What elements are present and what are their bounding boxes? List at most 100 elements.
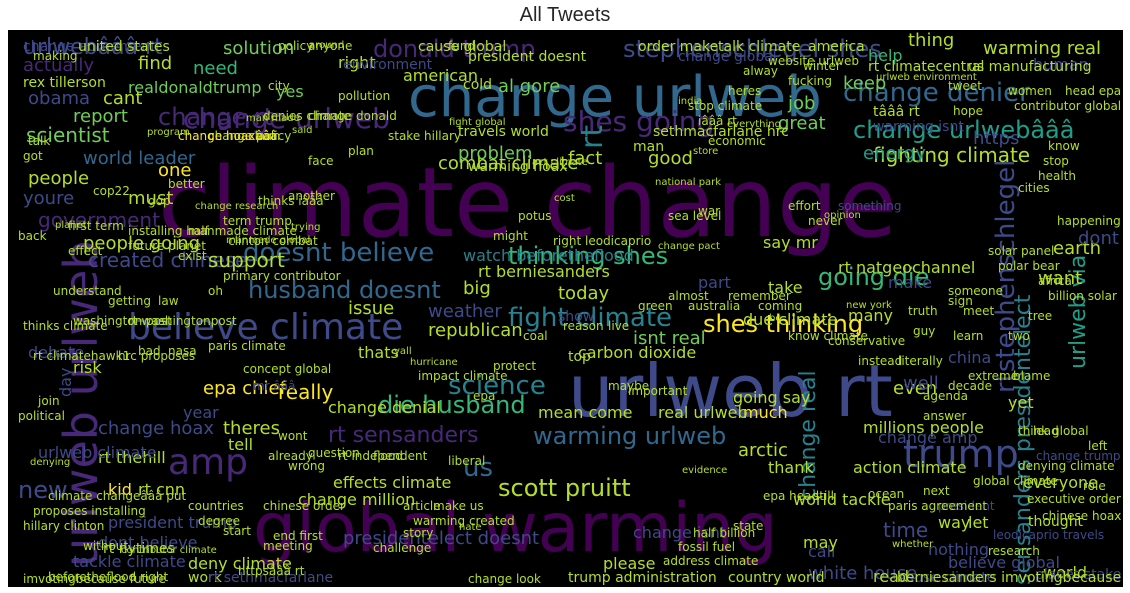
cloud-word: change urlwebâââ <box>853 116 1075 144</box>
cloud-word: youre <box>23 188 75 209</box>
cloud-word: believe climate <box>128 307 404 348</box>
cloud-word: installing half <box>128 224 209 238</box>
cloud-word: washington post <box>73 314 172 328</box>
cloud-word: start <box>223 524 251 538</box>
cloud-word: state <box>733 519 764 533</box>
cloud-word: two <box>1008 329 1030 343</box>
cloud-word: degree <box>198 514 241 528</box>
cloud-word: today <box>558 283 610 304</box>
cloud-word: agenda <box>923 389 968 403</box>
cloud-word: around <box>309 40 345 51</box>
cloud-word: make <box>888 273 932 292</box>
cloud-word: women <box>1008 84 1052 98</box>
cloud-word: good <box>648 148 693 169</box>
word-cloud: climate change global warming urlweb rt cha… <box>8 30 1123 587</box>
cloud-word: great <box>778 113 826 134</box>
cloud-word: learn <box>953 329 984 343</box>
cloud-word: reason <box>563 319 604 333</box>
cloud-word: must <box>128 188 174 209</box>
cloud-word: program <box>147 127 190 138</box>
cloud-word: right leodicaprio <box>553 234 652 248</box>
cloud-word: proposes installing <box>33 504 146 518</box>
cloud-word: trump administration <box>568 570 717 586</box>
cloud-word: cost <box>554 193 575 204</box>
cloud-word: truth <box>908 304 938 318</box>
cloud-word: report <box>73 106 128 127</box>
cloud-word: cause climate <box>898 570 996 586</box>
cloud-word: stop climate <box>688 99 763 113</box>
cloud-word: scott pruitt <box>498 474 631 502</box>
cloud-word: sign <box>948 294 973 308</box>
cloud-word: join <box>38 394 60 408</box>
cloud-word: fossil fuel <box>678 540 736 554</box>
cloud-word: top <box>568 349 591 365</box>
cloud-word: national park <box>655 177 722 188</box>
cloud-word: australia <box>688 299 741 313</box>
cloud-word: job <box>788 93 816 114</box>
cloud-word: winter <box>803 59 841 73</box>
cloud-word: mr âââ <box>253 379 296 393</box>
cloud-word: obama <box>28 88 91 109</box>
cloud-word: world leader <box>83 148 196 169</box>
cloud-word: change denial <box>328 398 441 417</box>
cloud-word: weather <box>428 301 502 322</box>
cloud-word: tâââ rt <box>873 104 920 120</box>
cloud-word: call <box>808 542 836 561</box>
cloud-word: believe global <box>948 553 1060 572</box>
cloud-word: change urlweb <box>183 102 390 135</box>
cloud-word: law <box>158 294 179 308</box>
cloud-word: warming real <box>983 38 1102 59</box>
cloud-word: climate changeâââ put <box>48 489 187 503</box>
cloud-word: whether <box>892 539 934 550</box>
cloud-word: want <box>1038 268 1083 289</box>
cloud-word: back <box>18 229 47 243</box>
cloud-word: one <box>158 160 192 181</box>
cloud-word: even <box>893 378 938 399</box>
cloud-word: denying climate <box>1018 459 1115 473</box>
cloud-word: rt berniesanders <box>478 262 610 281</box>
cloud-word: man <box>633 139 665 155</box>
cloud-word: getting <box>108 294 151 308</box>
cloud-word: please <box>603 554 656 573</box>
cloud-word: arctic <box>738 440 788 461</box>
cloud-word: warming created <box>413 514 515 528</box>
cloud-word: rt cnn <box>138 480 186 499</box>
cloud-word: epa <box>473 389 496 403</box>
cloud-word: wrong <box>288 459 326 473</box>
cloud-word: die husband <box>378 391 526 419</box>
cloud-word: deny climate <box>188 554 292 573</box>
cloud-word: new york <box>846 300 892 311</box>
cloud-word: climate change <box>158 147 897 259</box>
cloud-word: mean come <box>538 403 633 422</box>
cloud-word: denies climate <box>263 109 351 123</box>
cloud-word: city <box>268 79 290 93</box>
cloud-word: many <box>848 306 893 325</box>
cloud-word: america <box>808 39 865 55</box>
cloud-word: change rt <box>158 103 274 131</box>
cloud-word: chinese order <box>263 499 345 513</box>
cloud-word: change global <box>678 49 777 65</box>
cloud-word: urlweb environment <box>876 72 977 83</box>
cloud-word: thinks climate <box>23 319 108 333</box>
cloud-word: end first <box>273 529 323 543</box>
cloud-word: cop22 <box>93 184 130 198</box>
cloud-word: planet <box>55 220 87 231</box>
cloud-word: ocean <box>868 487 905 501</box>
cloud-word: change pact <box>658 241 720 252</box>
cloud-word: happening <box>1057 214 1121 228</box>
cloud-word: lead <box>1033 424 1059 438</box>
cloud-word: actually <box>23 55 95 76</box>
cloud-word: new <box>18 476 68 504</box>
cloud-word: change research <box>195 201 279 212</box>
cloud-word: concept global <box>243 362 332 376</box>
cloud-word: rt thehill <box>98 448 166 467</box>
cloud-word: tweet <box>948 79 982 93</box>
cloud-word: left <box>1088 439 1108 453</box>
cloud-word: everything <box>727 119 781 130</box>
cloud-word: tackle climate <box>73 552 186 571</box>
cloud-word: husband doesnt <box>248 276 441 304</box>
cloud-word: thats <box>358 343 399 362</box>
cloud-word: trump <box>903 432 1019 476</box>
cloud-word: rt washingtonpost <box>128 314 237 328</box>
cloud-word: primary contributor <box>223 269 341 283</box>
